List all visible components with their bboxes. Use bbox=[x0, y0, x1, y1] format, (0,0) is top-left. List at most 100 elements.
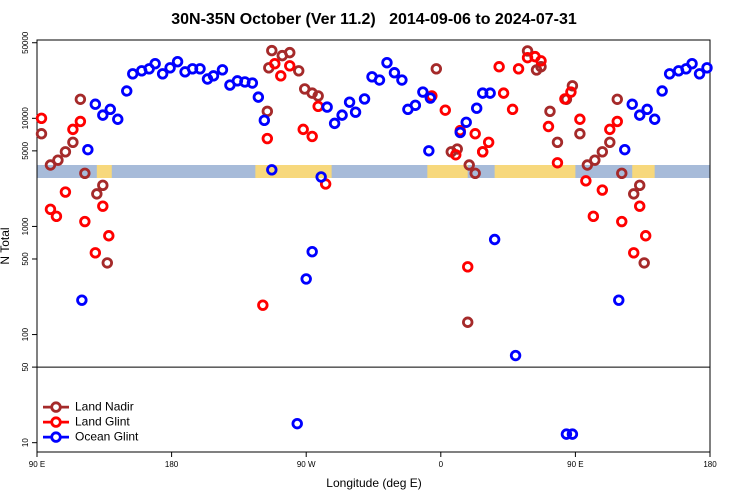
point bbox=[616, 215, 628, 228]
point bbox=[101, 257, 113, 269]
point bbox=[171, 55, 184, 68]
point bbox=[463, 159, 475, 171]
point bbox=[252, 91, 265, 103]
point bbox=[535, 55, 547, 67]
point bbox=[76, 294, 88, 306]
point bbox=[284, 46, 296, 59]
legend-marker bbox=[50, 416, 62, 428]
point bbox=[261, 132, 274, 145]
point bbox=[50, 210, 63, 223]
x-axis-label: Longitude (deg E) bbox=[326, 476, 421, 490]
point bbox=[613, 294, 625, 306]
point bbox=[104, 103, 116, 116]
point bbox=[634, 179, 646, 192]
point bbox=[574, 113, 586, 125]
land-band bbox=[96, 165, 112, 178]
point bbox=[542, 120, 555, 133]
land-band bbox=[494, 165, 576, 178]
point bbox=[269, 57, 281, 70]
point bbox=[509, 349, 522, 362]
point bbox=[587, 210, 600, 223]
point bbox=[439, 104, 451, 116]
point bbox=[611, 115, 623, 128]
point bbox=[293, 65, 305, 77]
legend-marker bbox=[50, 431, 62, 443]
point bbox=[470, 102, 483, 114]
point bbox=[551, 157, 564, 169]
point bbox=[506, 103, 519, 116]
point bbox=[604, 123, 616, 136]
point bbox=[59, 146, 72, 158]
point bbox=[82, 143, 94, 156]
point bbox=[482, 136, 495, 148]
point bbox=[194, 63, 206, 75]
point bbox=[35, 112, 48, 125]
x-tick-label: 90 E bbox=[29, 460, 45, 469]
x-tick-label: 90 E bbox=[567, 460, 583, 469]
y-tick-label: 500 bbox=[21, 252, 30, 266]
point bbox=[565, 86, 577, 98]
point bbox=[596, 146, 609, 158]
point bbox=[462, 316, 474, 328]
point bbox=[469, 167, 481, 180]
point bbox=[207, 70, 220, 82]
point bbox=[103, 230, 115, 242]
point bbox=[315, 171, 327, 183]
point bbox=[343, 96, 356, 108]
y-tick-label: 50000 bbox=[21, 31, 30, 54]
point bbox=[97, 109, 109, 121]
point bbox=[589, 154, 601, 166]
x-tick-label: 0 bbox=[439, 460, 444, 469]
land-band bbox=[632, 165, 655, 178]
point bbox=[257, 299, 269, 311]
point bbox=[67, 136, 79, 148]
point bbox=[559, 93, 571, 105]
point bbox=[619, 143, 631, 156]
point bbox=[454, 126, 466, 139]
point bbox=[450, 149, 462, 161]
point bbox=[373, 74, 386, 86]
point bbox=[112, 113, 124, 125]
point bbox=[638, 257, 650, 269]
point bbox=[580, 175, 592, 187]
land-band bbox=[427, 165, 468, 178]
point bbox=[266, 44, 278, 57]
point bbox=[328, 117, 341, 130]
x-tick-label: 90 W bbox=[297, 460, 316, 469]
y-tick-label: 10000 bbox=[21, 107, 30, 130]
point bbox=[476, 146, 489, 158]
point bbox=[297, 123, 309, 136]
point bbox=[89, 247, 102, 259]
point bbox=[336, 109, 348, 121]
point bbox=[396, 74, 408, 86]
point bbox=[611, 93, 623, 105]
point bbox=[216, 64, 229, 76]
chart-title: 30N-35N October (Ver 11.2) 2014-09-06 to… bbox=[171, 11, 577, 28]
y-tick-label: 1000 bbox=[21, 217, 30, 235]
legend-marker bbox=[50, 401, 62, 413]
point bbox=[59, 186, 72, 198]
point bbox=[701, 62, 713, 74]
y-axis-label: N Total bbox=[0, 227, 12, 264]
point bbox=[44, 159, 57, 171]
point bbox=[97, 200, 109, 212]
point bbox=[628, 188, 640, 200]
point bbox=[648, 113, 661, 125]
y-tick-label: 10 bbox=[21, 438, 30, 447]
point bbox=[291, 417, 303, 430]
point bbox=[566, 428, 579, 440]
point bbox=[358, 93, 371, 105]
point bbox=[469, 128, 481, 140]
point bbox=[686, 57, 698, 70]
point bbox=[493, 61, 505, 73]
point bbox=[430, 63, 443, 75]
point bbox=[462, 261, 474, 273]
point bbox=[44, 203, 57, 216]
point bbox=[275, 70, 287, 82]
point bbox=[616, 167, 628, 180]
point bbox=[512, 63, 525, 75]
point bbox=[544, 105, 556, 118]
y-tick-label: 5000 bbox=[21, 141, 30, 159]
point bbox=[91, 188, 103, 200]
